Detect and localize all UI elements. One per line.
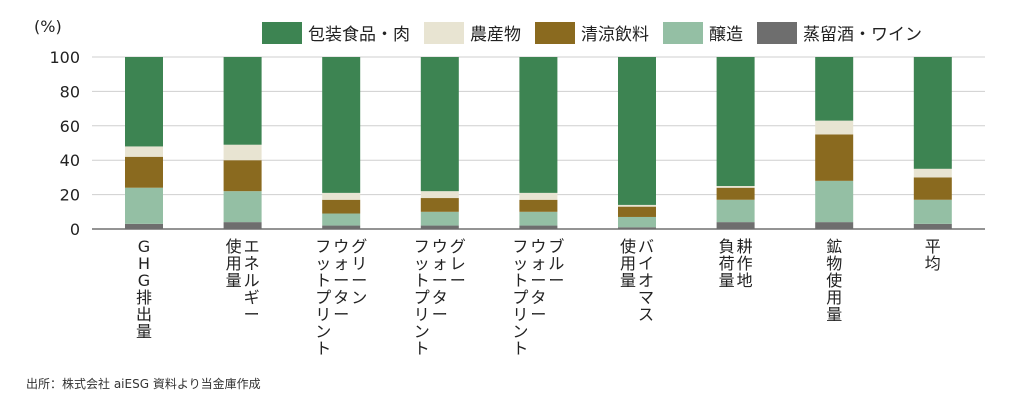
bar-segment xyxy=(322,57,361,193)
bar-segment xyxy=(125,187,163,224)
bar-segment xyxy=(913,223,952,229)
y-axis-unit-label: (%) xyxy=(34,17,62,36)
legend-label: 蒸留酒・ワイン xyxy=(803,25,922,45)
bar-segment xyxy=(815,120,854,135)
x-category-label: グレー xyxy=(450,237,466,290)
bar-segment xyxy=(519,192,558,200)
legend-label: 清涼飲料 xyxy=(581,25,649,45)
x-category-label: 負荷量 xyxy=(719,237,735,290)
y-tick-label: 100 xyxy=(49,48,80,67)
bar-segment xyxy=(223,160,262,192)
bar-segment xyxy=(815,57,854,121)
bar-segment xyxy=(716,187,755,200)
y-tick-label: 80 xyxy=(60,82,80,101)
legend-label: 醸造 xyxy=(709,25,743,45)
bar-segment xyxy=(913,199,952,224)
y-tick-label: 20 xyxy=(60,186,80,205)
legend-label: 農産物 xyxy=(470,25,521,45)
bar-segment xyxy=(125,156,163,188)
bar-segment xyxy=(223,191,262,223)
x-category-label: エネルギー xyxy=(244,237,260,324)
x-category-label: 使用量 xyxy=(226,237,242,290)
bar-segment xyxy=(716,186,755,188)
bar-segment xyxy=(618,204,656,207)
legend-swatch xyxy=(757,21,797,44)
bar-segment xyxy=(420,211,459,226)
bar-segment xyxy=(716,199,755,223)
bar-segment xyxy=(618,206,656,217)
bar-segment xyxy=(618,227,656,229)
x-category-label: 平均 xyxy=(925,237,941,273)
bar-segment xyxy=(815,134,854,181)
bar-segment xyxy=(125,146,163,157)
x-category-label: グリーン xyxy=(351,237,367,307)
bar-segment xyxy=(519,211,558,226)
bar-segment xyxy=(815,222,854,229)
legend-swatch xyxy=(424,21,464,44)
y-tick-label: 60 xyxy=(60,117,80,136)
bar-segment xyxy=(322,225,361,229)
bar-segment xyxy=(519,57,558,193)
bar-segment xyxy=(322,213,361,226)
bar-segment xyxy=(420,57,459,192)
x-category-label: フットプリント xyxy=(315,237,331,358)
x-category-label: ブルー xyxy=(548,237,564,290)
x-category-label: G H G 排出量 xyxy=(136,237,152,341)
bar-segment xyxy=(322,192,361,200)
legend-swatch xyxy=(262,21,302,44)
legend-label: 包装食品・肉 xyxy=(308,25,410,45)
x-category-label: ウォーター xyxy=(333,237,349,324)
bar-segment xyxy=(913,177,952,200)
bar-segment xyxy=(913,57,952,169)
bar-segment xyxy=(420,198,459,212)
bar-segment xyxy=(322,199,361,214)
x-category-label: バイオマス xyxy=(638,237,654,324)
x-category-label: フットプリント xyxy=(512,237,528,358)
bar-segment xyxy=(223,57,262,145)
y-tick-label: 0 xyxy=(70,220,80,239)
bar-segment xyxy=(618,57,656,205)
bar-segment xyxy=(913,168,952,178)
bar-segment xyxy=(420,225,459,229)
x-category-label: 鉱物使用量 xyxy=(826,237,842,324)
x-category-label: ウォーター xyxy=(432,237,448,324)
bar-segment xyxy=(716,222,755,229)
legend-swatch xyxy=(535,21,575,44)
bar-segment xyxy=(420,191,459,199)
y-tick-label: 40 xyxy=(60,151,80,170)
x-category-label: 耕作地 xyxy=(737,237,753,290)
bar-segment xyxy=(815,180,854,223)
bar-segment xyxy=(125,223,163,229)
x-category-label: ウォーター xyxy=(530,237,546,324)
legend-swatch xyxy=(663,21,703,44)
bar-segment xyxy=(618,216,656,228)
legend-item: 農産物 xyxy=(424,20,521,45)
legend-item: 醸造 xyxy=(663,20,743,45)
bar-segment xyxy=(125,57,163,147)
x-category-label: フットプリント xyxy=(414,237,430,358)
bar-segment xyxy=(519,199,558,212)
bar-segment xyxy=(519,225,558,229)
bar-segment xyxy=(223,144,262,161)
legend-item: 包装食品・肉 xyxy=(262,20,410,45)
bar-segment xyxy=(223,222,262,229)
x-category-label: 使用量 xyxy=(620,237,636,290)
source-note: 出所：株式会社 aiESG 資料より当金庫作成 xyxy=(26,377,261,391)
legend-item: 清涼飲料 xyxy=(535,20,649,45)
bar-segment xyxy=(716,57,755,186)
chart-legend: 包装食品・肉 農産物 清涼飲料 醸造 蒸留酒・ワイン xyxy=(262,20,922,45)
legend-item: 蒸留酒・ワイン xyxy=(757,20,922,45)
